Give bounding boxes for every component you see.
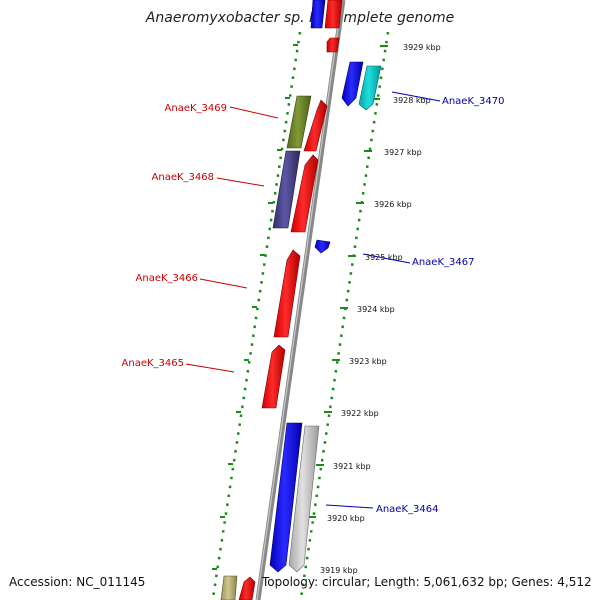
minor-tick-group [212,44,298,570]
gene-arrow-AnaeK_3468 [272,150,301,229]
accession-text: Accession: NC_011145 [9,575,146,589]
gene-arrow-AnaeK_3469 [286,95,312,149]
tick-label: 3923 kbp [349,357,387,366]
outer-ring-right [299,31,390,599]
leader-line [185,363,235,373]
leader-lines [185,91,441,509]
gene-arrow [238,576,256,600]
tick-label: 3924 kbp [357,305,395,314]
tick-label: 3920 kbp [327,514,365,523]
leader-line [391,91,441,102]
tick-label: 3929 kbp [403,43,441,52]
gene-label: AnaeK_3464 [376,504,438,515]
tick-label: 3926 kbp [374,200,412,209]
leader-line [325,504,374,509]
gene-arrow-AnaeK_3467 [314,239,331,254]
gene-arrow-AnaeK_3465 [261,344,286,409]
leader-line [229,106,279,119]
leader-line [362,253,411,264]
genome-summary-text: Topology: circular; Length: 5,061,632 bp… [262,575,592,589]
outer-ring-left [211,31,302,599]
gene-label: AnaeK_3465 [122,358,184,369]
gene-arrow [326,37,340,53]
leader-line [216,177,265,187]
gene-arrow [341,61,364,107]
gene-arrow [290,154,319,233]
gene-arrow [220,575,238,600]
gene-label: AnaeK_3469 [165,103,227,114]
gene-arrow-AnaeK_3466 [273,249,301,338]
leader-line [199,278,248,289]
gene-arrow [310,0,326,29]
gene-label: AnaeK_3466 [136,273,198,284]
gene-arrow [324,0,343,29]
gene-label: AnaeK_3467 [412,257,474,268]
tick-label: 3921 kbp [333,462,371,471]
tick-label: 3919 kbp [320,566,358,575]
tick-label: 3922 kbp [341,409,379,418]
tick-label: 3928 kbp [393,96,431,105]
genome-backbone-highlight [256,0,343,600]
gene-label: AnaeK_3468 [152,172,214,183]
reverse-strand-genes [269,61,382,573]
gene-label: AnaeK_3470 [442,96,504,107]
map-title: Anaeromyxobacter sp. K, complete genome [145,10,455,26]
tick-label: 3927 kbp [384,148,422,157]
gene-arrow-AnaeK_3470 [358,65,382,111]
tick-group: 3929 kbp 3928 kbp 3927 kbp 3926 kbp 3925… [308,43,441,575]
gene-labels: AnaeK_3469 AnaeK_3468 AnaeK_3466 AnaeK_3… [122,96,505,515]
forward-strand-genes [220,0,343,600]
genome-backbone [255,0,346,600]
gene-arrow [288,425,320,573]
gene-arrow [303,99,328,152]
gene-arrow-AnaeK_3464 [269,422,303,573]
